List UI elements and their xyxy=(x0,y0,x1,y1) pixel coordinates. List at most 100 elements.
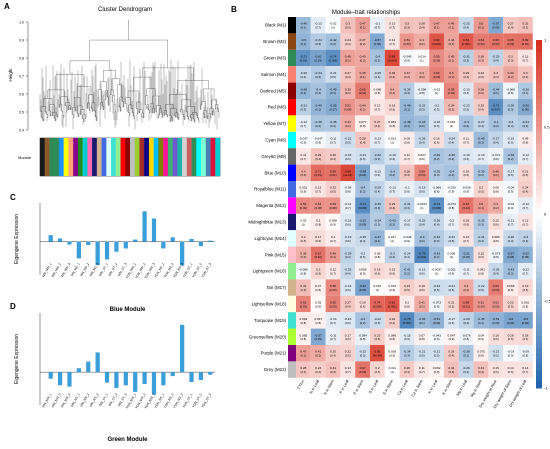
heatmap-cell-pvalue: (0.05) xyxy=(329,288,336,292)
heatmap-cell-pvalue: (0.4) xyxy=(375,124,381,128)
heatmap-cell-pvalue: (0.3) xyxy=(449,157,455,161)
heatmap-cell-pvalue: (0.6) xyxy=(449,321,455,325)
module-color-swatch xyxy=(288,328,296,345)
heatmap-cell-value: 0.24 xyxy=(345,38,351,42)
heatmap-cell xyxy=(310,66,326,83)
heatmap-cell xyxy=(325,295,341,313)
heatmap-cell-pvalue: (0.6) xyxy=(434,140,440,144)
colorbar-tick: 1 xyxy=(544,38,547,43)
heatmap-cell-pvalue: (0.4) xyxy=(315,157,321,161)
heatmap-cell-pvalue: (0.5) xyxy=(523,173,529,177)
heatmap-cell-pvalue: (0.4) xyxy=(345,272,351,276)
module-row-label: Module xyxy=(18,155,32,160)
heatmap-cell xyxy=(444,279,459,296)
heatmap-cell-value: 0.68 xyxy=(508,38,514,42)
heatmap-cell xyxy=(458,66,474,83)
heatmap-row-label: Midnightblue (M13) xyxy=(248,220,286,225)
heatmap-cell xyxy=(429,295,444,313)
heatmap-cell-value: 0.51 xyxy=(493,301,499,305)
module-color-block xyxy=(92,138,98,176)
heatmap-cell-pvalue: (0.6) xyxy=(404,337,410,341)
heatmap-cell-value: 0.45 xyxy=(360,71,366,75)
heatmap-cell-value: 0.13 xyxy=(389,22,395,26)
heatmap-row-label: Purple (M21) xyxy=(261,351,287,356)
heatmap-cell-value: -0.34 xyxy=(433,235,440,239)
heatmap-cell-pvalue: (0.9) xyxy=(449,190,455,194)
heatmap-cell-value: 0.067 xyxy=(314,317,322,321)
heatmap-cell-pvalue: (0.3) xyxy=(301,108,307,112)
heatmap-cell xyxy=(414,230,430,247)
heatmap-cell xyxy=(458,99,474,116)
heatmap-cell-pvalue: (0.6) xyxy=(508,173,514,177)
heatmap-cell xyxy=(355,164,370,181)
module-color-block xyxy=(101,138,107,176)
heatmap-cell-pvalue: (0.8) xyxy=(478,272,484,276)
heatmap-cell-value: -0.45 xyxy=(477,317,484,321)
heatmap-cell-value: -0.29 xyxy=(463,317,470,321)
module-color-block xyxy=(115,138,121,176)
heatmap-cell xyxy=(310,17,326,34)
heatmap-cell xyxy=(296,279,311,296)
bar-category-label: WN_NS_3 xyxy=(89,262,100,277)
heatmap-cell-pvalue: (0.002) xyxy=(417,255,426,259)
heatmap-cell-pvalue: (0.8) xyxy=(301,272,307,276)
bar-category-label: WN_NW_3 xyxy=(60,262,72,278)
heatmap-cell-pvalue: (0.7) xyxy=(463,239,469,243)
module-color-block xyxy=(144,138,150,176)
heatmap-cell-value: -0.029 xyxy=(447,186,456,190)
colorbar-segment xyxy=(536,219,542,227)
heatmap-row-label: Tan (M17) xyxy=(266,285,286,290)
heatmap-cell-pvalue: (0.2) xyxy=(330,42,336,46)
heatmap-cell-pvalue: (0.09) xyxy=(477,304,484,308)
heatmap-cell xyxy=(458,345,474,362)
heatmap-cell-pvalue: (0.6) xyxy=(463,157,469,161)
heatmap-cell-pvalue: (0.6) xyxy=(345,239,351,243)
heatmap-column-label: P in Leaf xyxy=(339,378,350,394)
colorbar-segment xyxy=(536,150,542,157)
colorbar-segment xyxy=(536,335,542,343)
heatmap-cell-pvalue: (0.2) xyxy=(360,42,366,46)
heatmap-cell-value: -0.45 xyxy=(418,317,425,321)
heatmap-cell-value: 0.033 xyxy=(388,284,396,288)
heatmap-cell-pvalue: (0.4) xyxy=(360,140,366,144)
heatmap-cell xyxy=(444,99,459,116)
heatmap-cell xyxy=(340,361,356,378)
heatmap-cell-value: 0.18 xyxy=(463,219,469,223)
heatmap-cell-pvalue: (0.8) xyxy=(375,255,381,259)
heatmap-cell xyxy=(325,246,341,263)
heatmap-cell xyxy=(414,279,430,296)
heatmap-cell-pvalue: (0.3) xyxy=(404,91,410,95)
module-color-swatch xyxy=(288,148,296,165)
heatmap-cell-pvalue: (0.6) xyxy=(508,370,514,374)
heatmap-cell-pvalue: (0.3) xyxy=(508,108,514,112)
heatmap-cell-value: 0.36 xyxy=(478,55,484,59)
heatmap-cell-pvalue: (0.8) xyxy=(360,337,366,341)
heatmap-cell xyxy=(399,131,415,149)
heatmap-cell xyxy=(414,295,430,313)
heatmap-cell-value: 0.51 xyxy=(404,38,410,42)
heatmap-cell-pvalue: (0.5) xyxy=(330,75,336,79)
bar xyxy=(151,372,157,395)
heatmap-cell xyxy=(488,131,504,149)
heatmap-cell xyxy=(518,328,533,345)
heatmap-cell xyxy=(370,197,385,214)
colorbar-segment xyxy=(536,266,542,273)
heatmap-cell xyxy=(325,115,341,132)
heatmap-cell xyxy=(473,115,489,132)
heatmap-cell-pvalue: (1e-04) xyxy=(343,173,352,177)
heatmap-cell-pvalue: (0.8) xyxy=(360,124,366,128)
heatmap-cell-pvalue: (1) xyxy=(420,58,423,62)
heatmap-cell xyxy=(310,295,326,313)
heatmap-cell-pvalue: (0.1) xyxy=(404,108,410,112)
heatmap-cell-value: 0.25 xyxy=(330,153,336,157)
heatmap-cell xyxy=(473,131,489,149)
heatmap-cell xyxy=(310,33,326,50)
bar xyxy=(142,211,147,242)
heatmap-cell-pvalue: (0.4) xyxy=(434,222,440,226)
heatmap-cell xyxy=(384,66,400,83)
heatmap-cell-value: 0.06 xyxy=(493,186,499,190)
colorbar-segment xyxy=(536,190,542,198)
heatmap-cell xyxy=(325,279,341,296)
heatmap-cell xyxy=(473,312,489,329)
heatmap-cell xyxy=(444,361,459,378)
